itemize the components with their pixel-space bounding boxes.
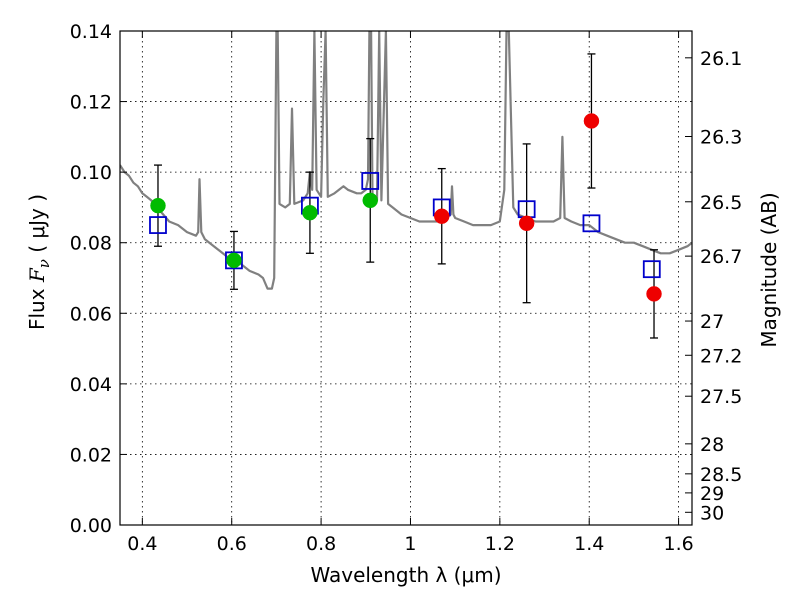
- green-point: [302, 204, 318, 221]
- red-point: [518, 215, 535, 232]
- y-tick-label: 0.14: [70, 21, 112, 43]
- y2-tick-label: 28.5: [700, 464, 742, 486]
- y2-tick-label: 26.3: [700, 127, 742, 149]
- red-point: [583, 113, 600, 129]
- y2-tick-label: 27.5: [700, 386, 742, 408]
- plot-frame: [119, 30, 693, 526]
- y2-tick-label: 28: [700, 434, 724, 456]
- x-tick-label: 1.6: [663, 533, 693, 555]
- label-layer: 0.4 0.6 0.8 1 1.2 1.4 1.6 0.00 0.02 0.04 0.06 0.08 0…: [70, 21, 743, 555]
- y-tick-label: 0.00: [70, 515, 112, 537]
- y-tick-label: 0.12: [70, 92, 112, 114]
- green-point: [226, 252, 242, 269]
- model-square-marker: [149, 216, 167, 234]
- y-axis-label: Flux Fν ( μJy ): [25, 194, 53, 330]
- model-square-marker: [642, 260, 661, 279]
- red-point: [646, 286, 662, 302]
- y2-tick-label: 30: [700, 502, 724, 524]
- y-axis-label-symbol: F: [25, 267, 49, 283]
- y-axis-label-units: ( μJy ): [25, 194, 49, 259]
- green-point: [362, 192, 378, 209]
- y2-axis-label: Magnitude (AB): [757, 192, 781, 347]
- x-tick-label: 1.2: [485, 533, 515, 555]
- tick-layer: [120, 30, 692, 526]
- y2-tick-label: 26.7: [700, 246, 742, 268]
- model-square-marker: [225, 251, 243, 270]
- spectrum-layer: [120, 31, 692, 290]
- y-tick-label: 0.02: [70, 444, 112, 466]
- y2-tick-label: 27.2: [700, 345, 742, 367]
- y2-tick-label: 26.1: [700, 48, 742, 70]
- y-tick-label: 0.06: [70, 303, 112, 325]
- x-tick-label: 0.4: [127, 533, 157, 555]
- red-point: [434, 208, 450, 224]
- y2-tick-label: 27: [700, 311, 724, 333]
- model-square-marker: [361, 172, 380, 190]
- y-tick-label: 0.04: [70, 374, 112, 396]
- green-point: [150, 197, 166, 214]
- x-tick-label: 1.4: [574, 533, 604, 555]
- spectrum-line: [120, 31, 692, 290]
- x-tick-label: 0.8: [306, 533, 336, 555]
- x-tick-label: 0.6: [217, 533, 247, 555]
- y2-tick-label: 26.5: [700, 192, 742, 214]
- y-tick-label: 0.10: [70, 162, 112, 184]
- marker-layer: [149, 53, 662, 339]
- y-axis-label-prefix: Flux: [25, 282, 49, 330]
- x-axis-label: Wavelength λ (μm): [310, 563, 501, 587]
- y-tick-label: 0.08: [70, 233, 112, 255]
- y2-tick-label: 29: [700, 483, 724, 505]
- model-square-marker: [582, 214, 601, 233]
- y-axis-label-subscript: ν: [35, 259, 53, 268]
- grid-layer: [120, 30, 692, 526]
- x-tick-label: 1: [404, 533, 416, 555]
